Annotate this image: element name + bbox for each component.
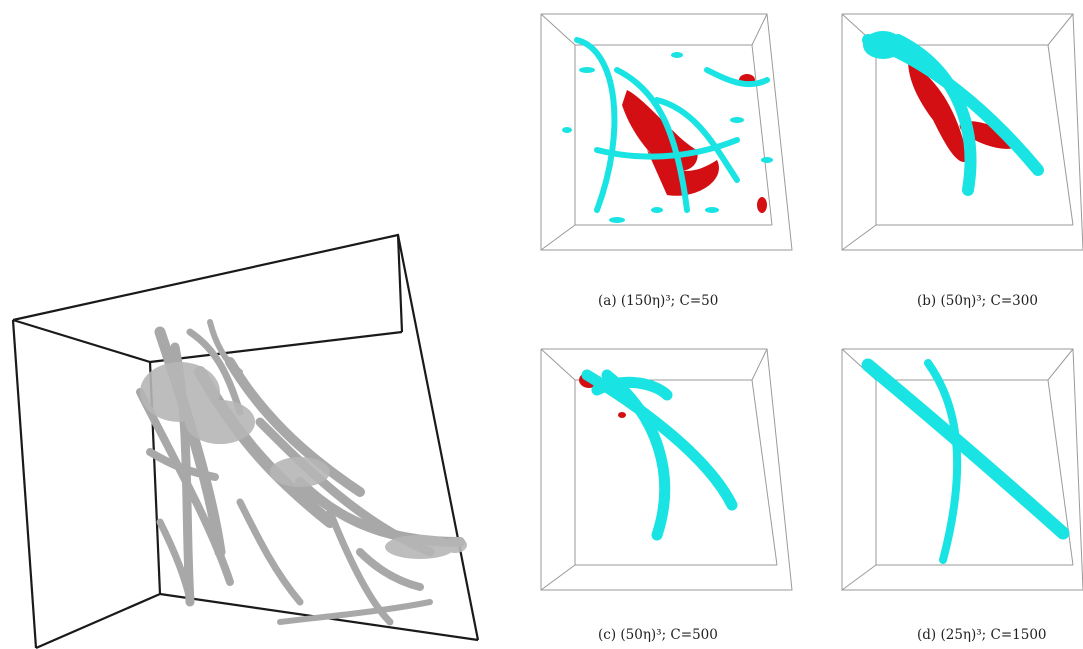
panel-a-caption: (a) (150η)³; C=50: [598, 293, 719, 309]
panel-b-red-structures: [908, 60, 1017, 162]
panel-a-box: [540, 13, 793, 251]
panel-a-cyan-fragments: [562, 52, 773, 223]
panel-d: [838, 345, 1083, 605]
panel-a: [537, 10, 797, 265]
panel-b: [838, 10, 1083, 265]
panel-b-caption: (b) (50η)³; C=300: [917, 293, 1038, 309]
main-vortex-svg: [11, 233, 480, 649]
panel-c-render: [540, 348, 793, 591]
panel-a-red-structures: [622, 74, 767, 213]
panel-b-tube-end: [863, 31, 903, 59]
main-vortex-render: [0, 222, 490, 649]
panel-d-caption: (d) (25η)³; C=1500: [917, 627, 1047, 643]
panel-c-caption: (c) (50η)³; C=500: [598, 627, 718, 643]
panel-d-box: [841, 348, 1083, 591]
panel-b-box: [841, 13, 1083, 251]
panel-b-render: [841, 13, 1083, 251]
panel-c-cyan-tubes: [581, 369, 738, 541]
vortex-blobs: [140, 362, 467, 559]
panel-d-render: [841, 348, 1083, 591]
panel-d-cyan-tubes: [861, 358, 1070, 564]
panel-c: [537, 345, 797, 605]
panel-c-box: [540, 348, 793, 591]
panel-a-cyan-tubes: [574, 37, 770, 213]
panel-a-render: [540, 13, 793, 251]
